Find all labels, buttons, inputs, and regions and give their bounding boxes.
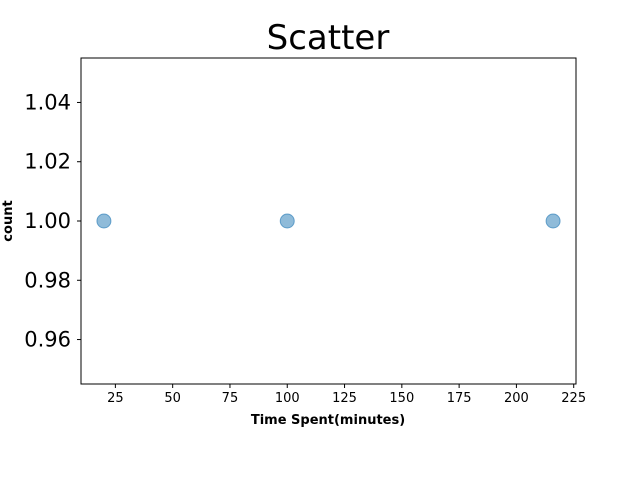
y-tick-label: 1.00 [24, 209, 71, 233]
x-tick-label: 125 [332, 391, 357, 406]
y-axis-label: count [1, 200, 16, 241]
scatter-point [96, 213, 112, 229]
x-tick-label: 25 [107, 391, 124, 406]
x-tick-label: 225 [561, 391, 586, 406]
x-tick-label: 150 [389, 391, 414, 406]
y-tick-label: 0.96 [24, 328, 71, 352]
scatter-point [545, 213, 561, 229]
x-tick-label: 175 [447, 391, 472, 406]
x-tick-label: 75 [222, 391, 239, 406]
scatter-point [279, 213, 295, 229]
chart-title: Scatter [267, 18, 390, 58]
x-tick-label: 200 [504, 391, 529, 406]
x-axis-label: Time Spent(minutes) [251, 413, 405, 428]
plot-area: 25 50 75 100 125 150 175 200 225 0.96 0.98 1.00 1.02… [24, 57, 586, 406]
y-tick-label: 1.04 [24, 90, 71, 114]
x-tick-label: 100 [275, 391, 300, 406]
x-tick-label: 50 [164, 391, 181, 406]
y-tick-label: 1.02 [24, 150, 71, 174]
y-tick-label: 0.98 [24, 268, 71, 292]
